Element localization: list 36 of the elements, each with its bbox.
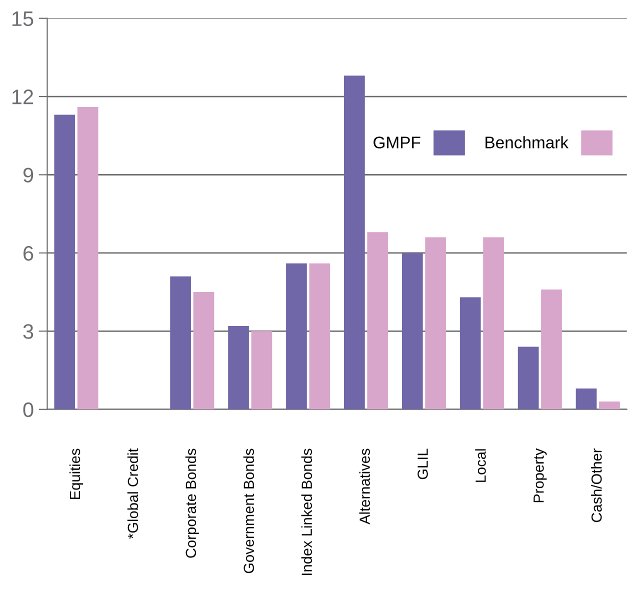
- bar: [251, 331, 272, 410]
- bar: [193, 292, 214, 410]
- legend-label: GMPF: [374, 136, 420, 148]
- y-tick-label: 0: [23, 402, 34, 418]
- bar: [228, 326, 249, 410]
- x-tick-label: Index Linked Bonds: [301, 448, 312, 576]
- y-tick-label: 6: [24, 246, 34, 261]
- bar: [483, 237, 504, 410]
- bar: [576, 388, 597, 410]
- bar: [77, 106, 98, 410]
- bar: [518, 346, 539, 410]
- bar: [402, 252, 423, 410]
- x-tick-label: *Global Credit: [127, 448, 138, 539]
- bar: [425, 237, 446, 410]
- bar: [344, 76, 365, 410]
- x-tick-label: GLIL: [418, 448, 428, 480]
- x-tick-label: Equities: [69, 448, 84, 499]
- x-tick-label: Government Bonds: [243, 448, 254, 574]
- x-tick-label: Local: [475, 449, 486, 482]
- bar: [286, 263, 307, 410]
- y-tick-label: 3: [23, 324, 34, 339]
- x-tick-label: Property: [534, 448, 547, 502]
- x-tick-label: Alternatives: [359, 448, 370, 524]
- bar: [460, 297, 481, 410]
- x-tick-label: Corporate Bonds: [185, 448, 199, 558]
- bar: [309, 263, 330, 410]
- y-tick-label: 12: [12, 90, 34, 104]
- y-tick-label: 15: [12, 12, 34, 26]
- legend-label: Benchmark: [486, 136, 569, 148]
- bar: [367, 232, 388, 410]
- bar: [599, 402, 620, 410]
- bar: [170, 276, 191, 410]
- y-tick-label: 9: [23, 168, 34, 182]
- x-tick-label: Cash/Other: [591, 448, 602, 522]
- bar: [541, 289, 562, 410]
- bar: [54, 114, 76, 410]
